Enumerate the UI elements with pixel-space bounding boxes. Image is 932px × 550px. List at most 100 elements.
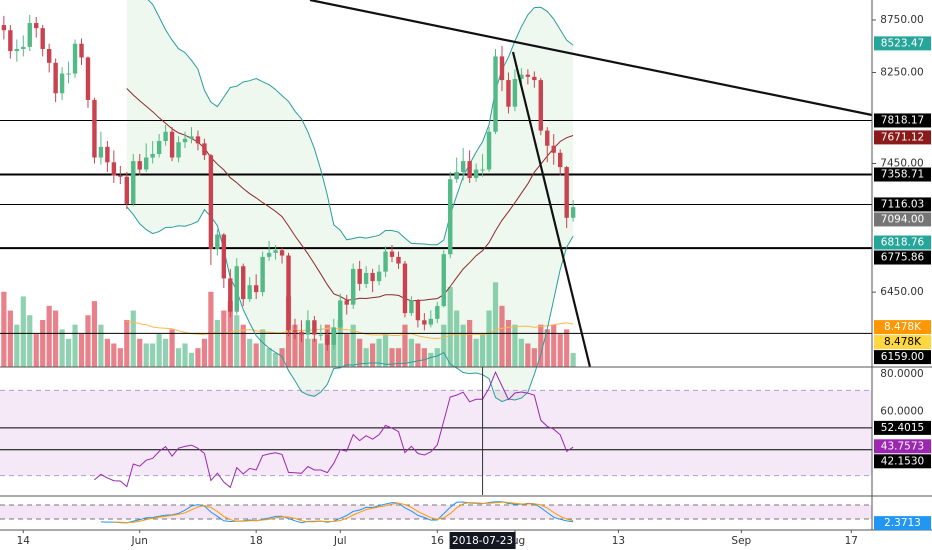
- candle-body: [396, 256, 401, 264]
- axis-marker-label: 2.3713: [884, 517, 921, 529]
- candle-body: [156, 141, 162, 154]
- x-tick-label: 13: [612, 535, 625, 547]
- volume-bar: [91, 301, 98, 367]
- candle-body: [208, 155, 214, 249]
- volume-bar: [479, 334, 486, 367]
- candle-body: [131, 161, 136, 204]
- axis-marker-label: 6818.76: [881, 237, 925, 249]
- candle-body: [350, 268, 356, 305]
- volume-bar: [518, 338, 524, 367]
- axis-marker-bg: [874, 167, 931, 182]
- candle-body: [545, 130, 550, 146]
- crosshair-label-bg: [449, 532, 516, 549]
- bollinger-lower: [126, 206, 574, 403]
- volume-bar: [65, 338, 72, 367]
- bollinger-fill: [126, 0, 574, 402]
- candle-body: [137, 161, 142, 170]
- candle-body: [570, 207, 576, 218]
- candle-body: [480, 169, 485, 171]
- volume-bar: [460, 324, 466, 367]
- axis-marker-label: 6775.86: [881, 252, 925, 264]
- y-tick-label: 8750.00: [880, 14, 923, 26]
- candle-body: [383, 251, 388, 272]
- candle-body: [338, 300, 343, 328]
- candle-body: [525, 74, 531, 77]
- bollinger-basis: [126, 88, 574, 302]
- candle-body: [325, 334, 330, 345]
- candle-body: [195, 136, 201, 144]
- volume-bar: [544, 329, 550, 367]
- candle-body: [538, 80, 543, 131]
- candle-body: [253, 285, 259, 293]
- axis-marker-bg: [874, 130, 931, 145]
- axis-marker-bg: [874, 212, 931, 227]
- candle-body: [124, 176, 129, 204]
- volume-bar: [143, 343, 149, 367]
- axis-marker-bg: [874, 235, 931, 250]
- axis-marker-bg: [874, 320, 931, 335]
- volume-bar: [421, 348, 427, 367]
- candle-body: [215, 234, 220, 249]
- volume-bar: [59, 329, 65, 367]
- candle-body: [247, 285, 252, 300]
- axis-marker-bg: [874, 113, 931, 128]
- x-tick-label: 16: [431, 535, 445, 547]
- axis-marker-label: 7116.03: [881, 198, 924, 210]
- axis-marker-bg: [874, 439, 931, 454]
- candle-body: [260, 256, 265, 293]
- candle-body: [415, 300, 421, 321]
- candle-body: [150, 153, 155, 158]
- volume-bar: [72, 324, 78, 367]
- axis-marker-label: 6159.00: [881, 351, 924, 363]
- volume-bar: [551, 324, 557, 367]
- candle-body: [467, 161, 472, 178]
- trend-line: [309, 0, 873, 117]
- volume-bar: [150, 343, 156, 367]
- volume-bar: [117, 348, 123, 367]
- y-tick-label: 7450.00: [880, 158, 923, 170]
- volume-bar: [53, 310, 59, 367]
- volume-bar: [311, 338, 317, 367]
- volume-bar: [182, 343, 188, 367]
- axis-marker-label: 8.478K: [884, 321, 922, 333]
- volume-bar: [78, 334, 85, 367]
- volume-bar: [234, 315, 240, 367]
- candle-body: [163, 131, 168, 142]
- volume-bar: [1, 291, 7, 367]
- volume-bar: [240, 324, 246, 367]
- candle-body: [34, 23, 39, 29]
- x-tick-label: 14: [17, 535, 31, 547]
- rsi-band: [0, 390, 872, 476]
- volume-bar: [357, 338, 363, 367]
- candle-body: [273, 250, 278, 253]
- axis-marker-label: 8.478K: [884, 336, 922, 348]
- volume-bar: [156, 334, 162, 367]
- volume-bar: [473, 338, 479, 367]
- candle-body: [202, 143, 207, 156]
- axis-marker-bg: [874, 454, 931, 469]
- candle-body: [357, 268, 362, 284]
- x-tick-label: Jun: [131, 535, 148, 547]
- main-layer: [1, 0, 576, 524]
- candle-body: [279, 250, 285, 256]
- volume-bar: [253, 343, 259, 367]
- stoch-band: [0, 505, 872, 520]
- candle-body: [422, 320, 427, 325]
- back-layer: [0, 0, 872, 520]
- candle-body: [363, 272, 369, 284]
- candle-body: [558, 152, 563, 168]
- volume-bar: [137, 338, 143, 367]
- candle-body: [389, 251, 395, 257]
- volume-bar: [169, 329, 175, 367]
- x-tick-label: 17: [845, 535, 858, 547]
- volume-bar: [434, 348, 440, 367]
- candle-body: [46, 48, 52, 63]
- stoch-d: [113, 501, 574, 524]
- volume-bar: [111, 343, 117, 367]
- candle-body: [8, 30, 13, 52]
- candle-body: [519, 74, 524, 79]
- volume-bar: [188, 352, 195, 367]
- volume-bar: [27, 315, 33, 367]
